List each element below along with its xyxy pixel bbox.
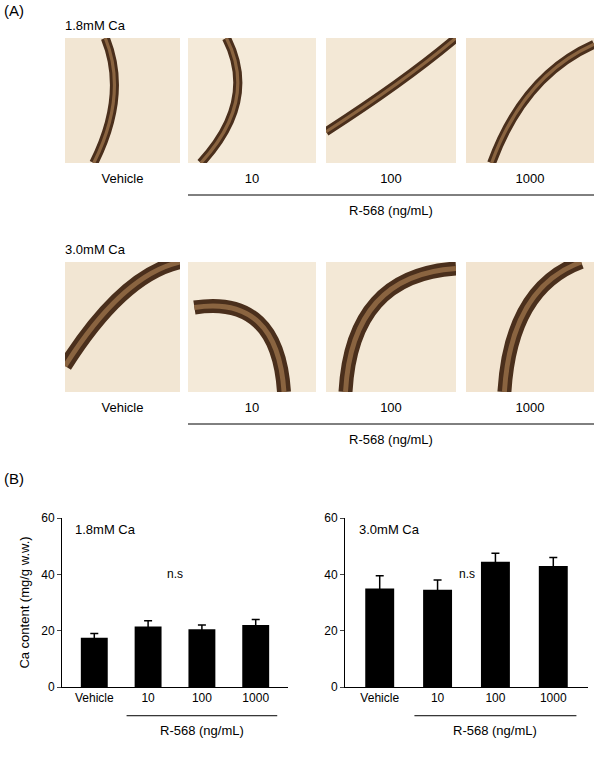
svg-text:20: 20 <box>324 624 338 638</box>
svg-text:100: 100 <box>380 400 402 415</box>
svg-text:Vehicle: Vehicle <box>102 171 144 186</box>
svg-text:60: 60 <box>324 511 338 525</box>
svg-text:R-568 (ng/mL): R-568 (ng/mL) <box>160 723 244 738</box>
svg-text:R-568 (ng/mL): R-568 (ng/mL) <box>349 203 433 218</box>
svg-text:Vehicle: Vehicle <box>360 691 399 705</box>
svg-text:10: 10 <box>431 691 445 705</box>
svg-text:100: 100 <box>380 171 402 186</box>
svg-text:20: 20 <box>41 624 55 638</box>
svg-text:Vehicle: Vehicle <box>102 400 144 415</box>
svg-text:3.0mM Ca: 3.0mM Ca <box>65 242 126 257</box>
svg-text:1.8mM Ca: 1.8mM Ca <box>75 522 136 537</box>
svg-text:1000: 1000 <box>540 691 567 705</box>
svg-text:40: 40 <box>324 568 338 582</box>
svg-text:40: 40 <box>41 568 55 582</box>
svg-text:Vehicle: Vehicle <box>75 691 114 705</box>
svg-text:1000: 1000 <box>516 171 545 186</box>
svg-text:n.s: n.s <box>167 567 183 581</box>
svg-text:60: 60 <box>41 511 55 525</box>
svg-text:1.8mM Ca: 1.8mM Ca <box>65 18 126 33</box>
svg-text:10: 10 <box>141 691 155 705</box>
svg-text:(B): (B) <box>4 470 24 487</box>
svg-text:100: 100 <box>192 691 212 705</box>
svg-text:n.s: n.s <box>459 567 475 581</box>
svg-text:1000: 1000 <box>516 400 545 415</box>
svg-text:10: 10 <box>245 171 259 186</box>
svg-text:Ca content (mg/g w.w.): Ca content (mg/g w.w.) <box>17 536 32 668</box>
svg-text:R-568 (ng/mL): R-568 (ng/mL) <box>453 723 537 738</box>
svg-text:0: 0 <box>48 680 55 694</box>
svg-text:R-568 (ng/mL): R-568 (ng/mL) <box>349 432 433 447</box>
svg-text:3.0mM Ca: 3.0mM Ca <box>359 522 420 537</box>
svg-text:0: 0 <box>331 680 338 694</box>
svg-text:10: 10 <box>245 400 259 415</box>
svg-text:1000: 1000 <box>242 691 269 705</box>
svg-text:(A): (A) <box>4 2 24 19</box>
svg-text:100: 100 <box>485 691 505 705</box>
